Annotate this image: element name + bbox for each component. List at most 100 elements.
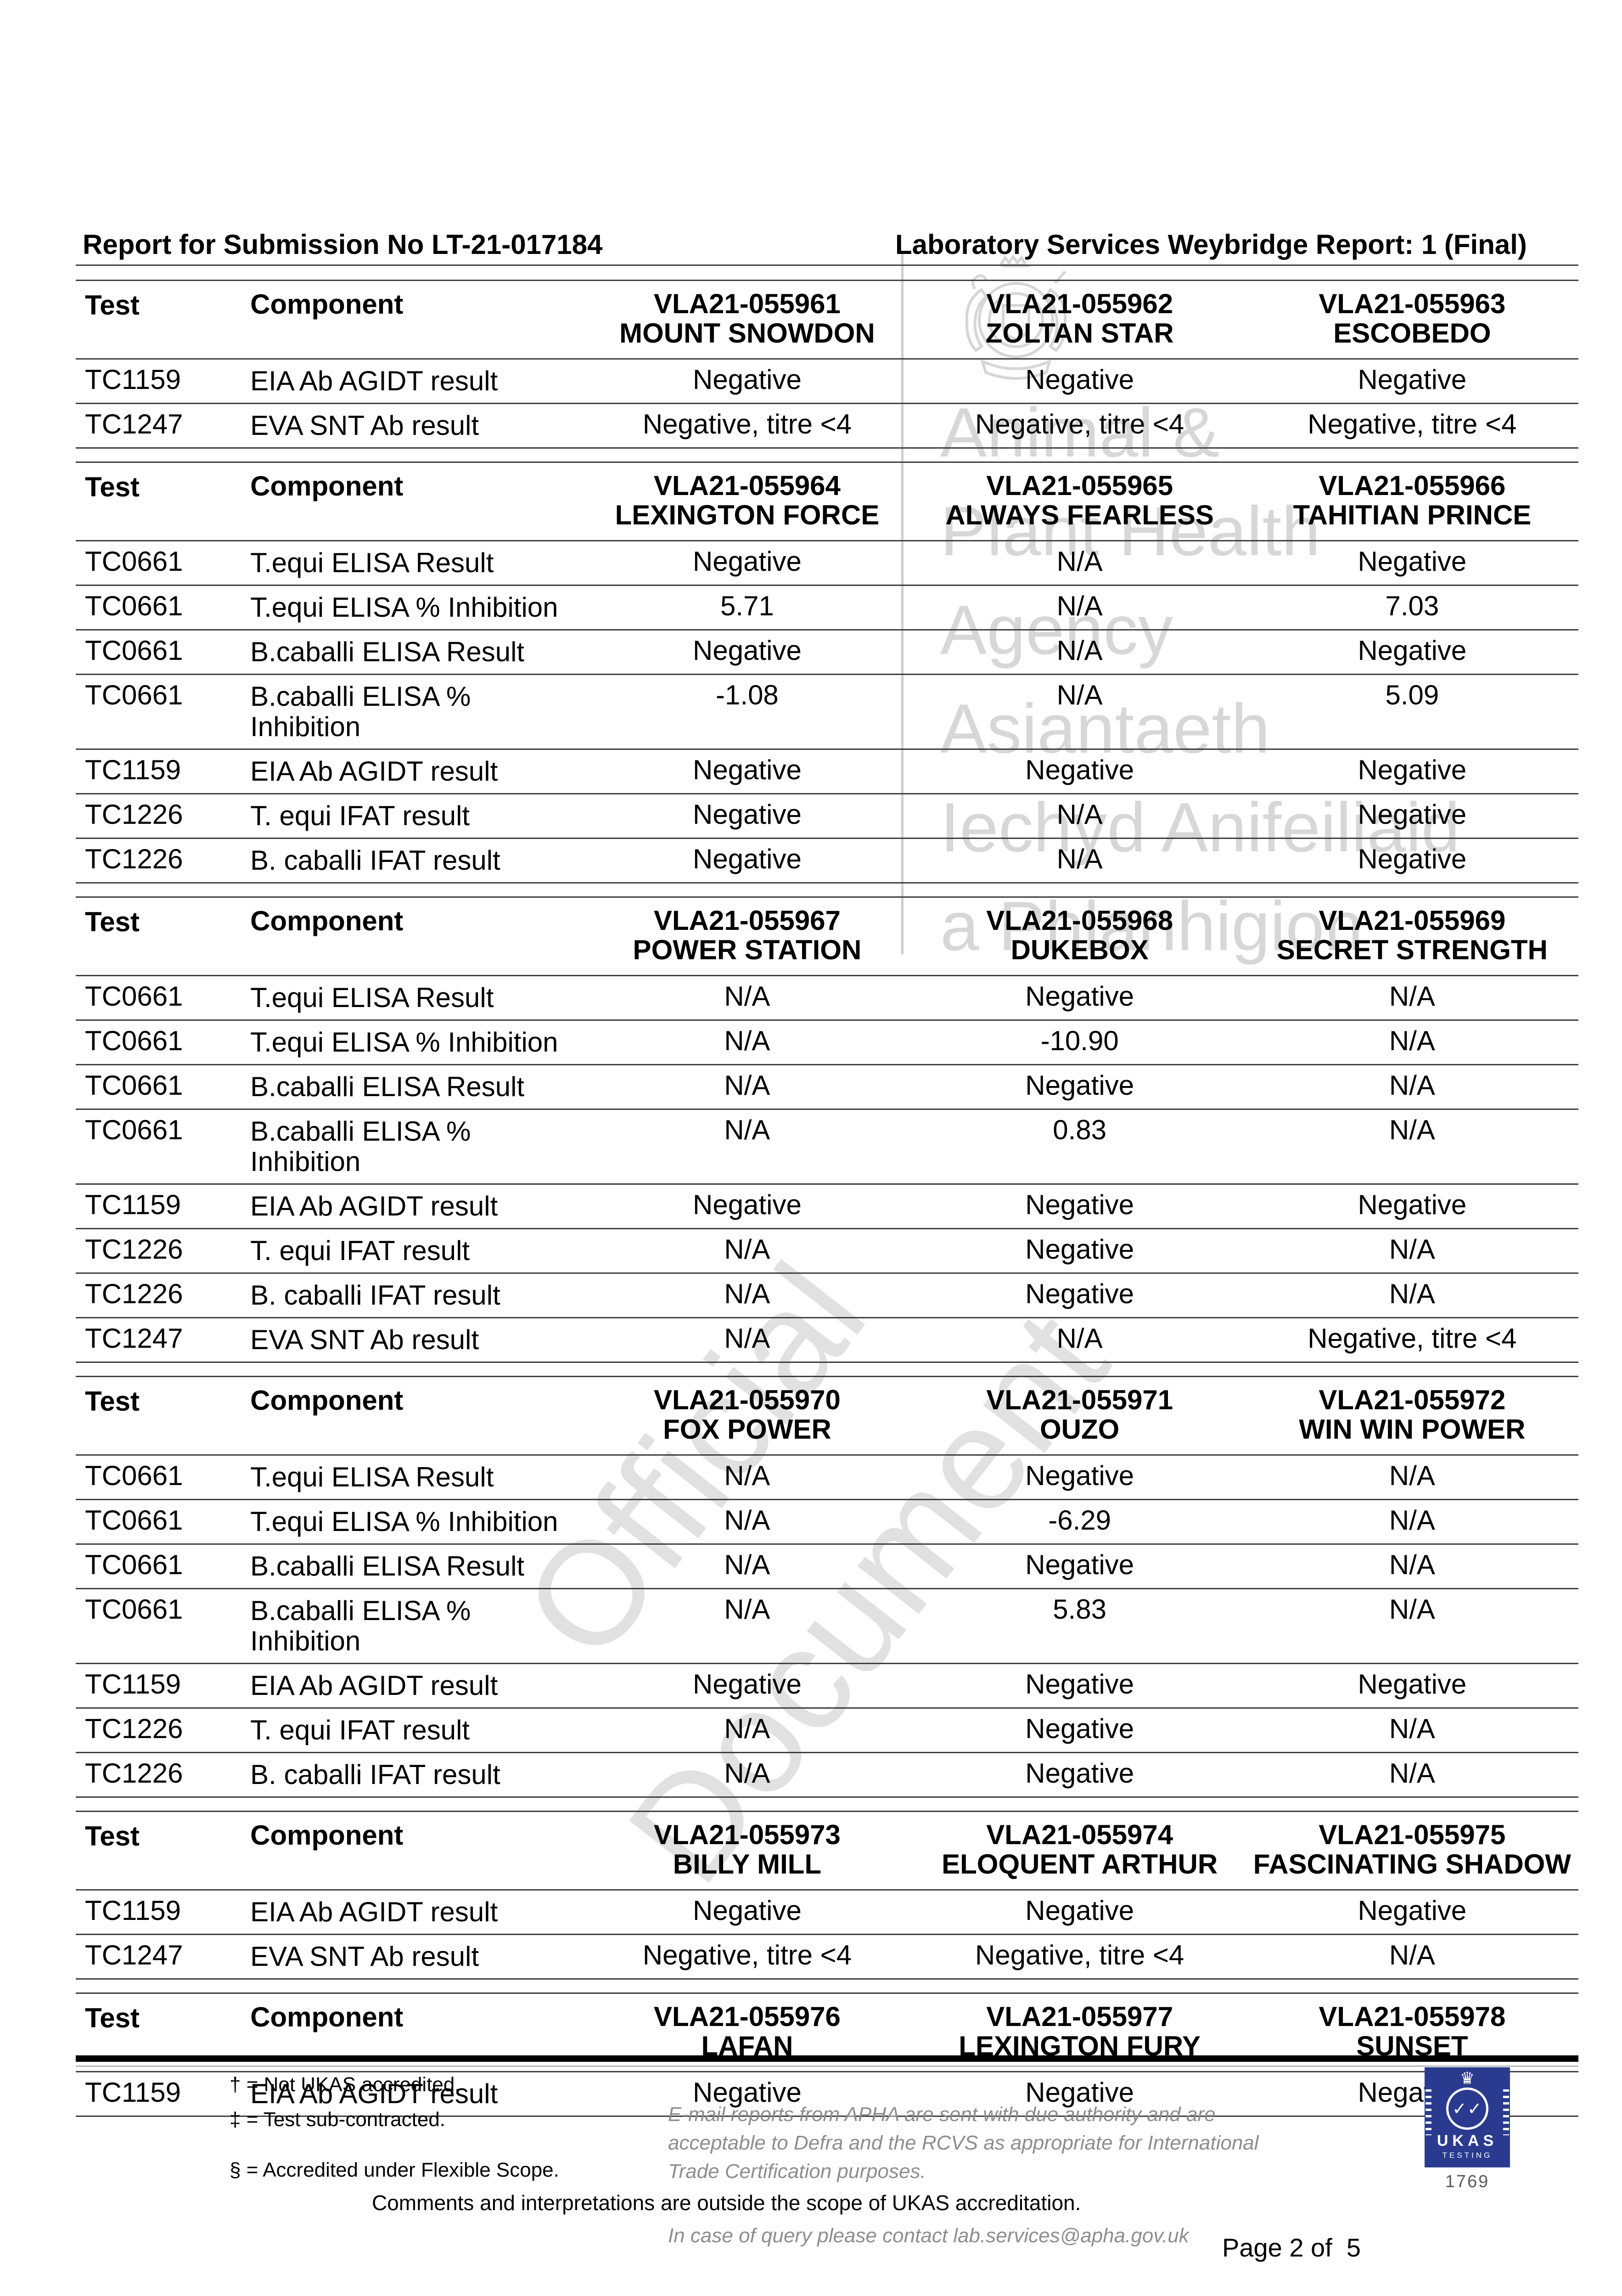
result-row: TC1159 EIA Ab AGIDT result Negative Nega… <box>76 749 1578 794</box>
test-code-cell: TC1247 <box>85 1940 183 1970</box>
ukas-crown-icon: ♛ <box>1459 2069 1475 2088</box>
component-cell: B.caballi ELISA Result <box>250 636 525 667</box>
test-code-cell: TC1226 <box>85 1713 183 1744</box>
result-cell: Negative <box>693 754 802 785</box>
result-row: TC0661 T.equi ELISA % Inhibition 5.71 N/… <box>76 585 1578 630</box>
test-code-cell: TC0661 <box>85 1460 183 1491</box>
sample-column-header: VLA21-055973 BILLY MILL <box>581 1812 913 1890</box>
component-cell: T.equi ELISA % Inhibition <box>250 1027 558 1058</box>
sample-name: FASCINATING SHADOW <box>1253 1849 1571 1880</box>
footnote-dagger: † = Not UKAS accredited. <box>230 2073 460 2096</box>
test-column-header: Test <box>85 1821 140 1851</box>
component-cell: B. caballi IFAT result <box>250 845 500 876</box>
result-row: TC1159 EIA Ab AGIDT result Negative Nega… <box>76 359 1578 404</box>
result-cell: N/A <box>1389 1025 1435 1056</box>
sample-id: VLA21-055962 <box>986 288 1173 319</box>
component-cell: B.caballi ELISA % Inhibition <box>250 1595 471 1656</box>
test-code-cell: TC1159 <box>85 2077 181 2108</box>
result-cell: Negative <box>693 364 802 395</box>
sample-id: VLA21-055974 <box>986 1819 1173 1850</box>
result-row: TC1226 T. equi IFAT result Negative N/A … <box>76 793 1578 838</box>
page-number: Page 2 of 5 <box>1222 2233 1361 2262</box>
watermark-line: Agency <box>940 591 1173 669</box>
sample-id: VLA21-055966 <box>1319 470 1506 501</box>
result-cell: N/A <box>724 1594 770 1625</box>
result-cell: N/A <box>724 1025 770 1056</box>
ukas-logo-badge: ♛ ✓✓ UKAS TESTING <box>1425 2067 1510 2167</box>
test-code-cell: TC1159 <box>85 1189 181 1220</box>
result-cell: N/A <box>1056 844 1103 874</box>
apha-crest-watermark-icon <box>937 250 1093 386</box>
sample-name: WIN WIN POWER <box>1299 1414 1526 1445</box>
result-cell: Negative <box>1025 1189 1134 1220</box>
sample-name: MOUNT SNOWDON <box>619 318 875 349</box>
sample-id: VLA21-055964 <box>653 470 841 501</box>
result-cell: N/A <box>1056 799 1103 830</box>
result-cell: Negative <box>1025 754 1134 785</box>
sample-name: POWER STATION <box>633 934 862 965</box>
component-column-header: Component <box>250 1820 404 1851</box>
sample-id: VLA21-055975 <box>1319 1819 1506 1850</box>
result-row: TC0661 T.equi ELISA % Inhibition N/A -6.… <box>76 1499 1578 1544</box>
component-column-header: Component <box>250 2002 404 2032</box>
result-cell: Negative <box>693 2077 802 2108</box>
sample-id: VLA21-055977 <box>986 2001 1173 2032</box>
result-cell: N/A <box>1389 1505 1435 1536</box>
result-cell: Negative <box>1025 981 1134 1012</box>
component-cell: EVA SNT Ab result <box>250 1941 479 1972</box>
component-cell: EIA Ab AGIDT result <box>250 366 498 396</box>
result-row: TC1226 B. caballi IFAT result N/A Negati… <box>76 1752 1578 1797</box>
result-row: TC1226 B. caballi IFAT result Negative N… <box>76 838 1578 883</box>
result-cell: N/A <box>1056 635 1103 666</box>
component-cell: EIA Ab AGIDT result <box>250 1896 498 1927</box>
result-cell: Negative <box>1025 1895 1134 1926</box>
result-row: TC1159 EIA Ab AGIDT result Negative Nega… <box>76 1184 1578 1229</box>
sample-name: ZOLTAN STAR <box>985 318 1174 349</box>
result-cell: Negative <box>1358 364 1467 395</box>
test-code-cell: TC0661 <box>85 1025 183 1056</box>
result-cell: N/A <box>1389 1940 1435 1970</box>
sample-column-header: VLA21-055966 TAHITIAN PRINCE <box>1246 462 1578 541</box>
result-cell: Negative, titre <4 <box>642 409 852 439</box>
result-cell: Negative <box>1358 754 1467 785</box>
result-cell: Negative, titre <4 <box>1308 409 1517 439</box>
test-code-cell: TC1226 <box>85 1278 183 1309</box>
results-table-4: Test Component VLA21-055970 FOX POWER VLA… <box>76 1376 1578 1798</box>
result-cell: Negative, titre <4 <box>1308 1323 1517 1354</box>
component-cell: B.caballi ELISA Result <box>250 1071 525 1102</box>
sample-id: VLA21-055976 <box>653 2001 841 2032</box>
result-row: TC1247 EVA SNT Ab result N/A N/A Negativ… <box>76 1317 1578 1362</box>
footnote-double-dagger: ‡ = Test sub-contracted. <box>230 2108 446 2131</box>
test-code-cell: TC1226 <box>85 1234 183 1265</box>
result-cell: N/A <box>1389 1234 1435 1265</box>
result-cell: Negative <box>1025 1234 1134 1265</box>
result-row: TC1226 T. equi IFAT result N/A Negative … <box>76 1228 1578 1273</box>
component-cell: B. caballi IFAT result <box>250 1759 500 1790</box>
watermark-line: Asiantaeth <box>940 690 1270 768</box>
sample-column-header: VLA21-055965 ALWAYS FEARLESS <box>914 462 1246 541</box>
result-cell: N/A <box>724 1758 770 1789</box>
result-row: TC1159 EIA Ab AGIDT result Negative Nega… <box>76 1890 1578 1935</box>
watermark-line: a Phlanhigion <box>940 887 1364 965</box>
test-code-cell: TC1247 <box>85 409 183 439</box>
component-cell: EIA Ab AGIDT result <box>250 1191 498 1221</box>
sample-column-header: VLA21-055969 SECRET STRENGTH <box>1246 897 1578 976</box>
result-cell: N/A <box>724 1278 770 1309</box>
email-authority-note: E-mail reports from APHA are sent with d… <box>668 2103 1259 2183</box>
test-code-cell: TC0661 <box>85 1594 183 1625</box>
result-cell: N/A <box>1056 1323 1103 1354</box>
sample-id: VLA21-055971 <box>986 1384 1173 1415</box>
component-cell: EVA SNT Ab result <box>250 1324 479 1355</box>
footer-separator-bar <box>76 2055 1578 2062</box>
top-rule <box>76 264 1578 266</box>
result-cell: Negative, titre <4 <box>975 409 1184 439</box>
result-cell: N/A <box>1389 1549 1435 1580</box>
sample-column-header: VLA21-055971 OUZO <box>914 1377 1246 1455</box>
sample-name: ALWAYS FEARLESS <box>945 500 1214 530</box>
footnote-section: § = Accredited under Flexible Scope. <box>230 2159 559 2181</box>
apha-email-note: E-mail reports from APHA are sent with d… <box>668 2072 1366 2279</box>
ukas-acronym: UKAS <box>1437 2132 1498 2150</box>
sample-name: BILLY MILL <box>673 1849 822 1880</box>
apha-watermark-text: Animal & Plant Health Agency Asiantaeth … <box>940 383 1460 976</box>
